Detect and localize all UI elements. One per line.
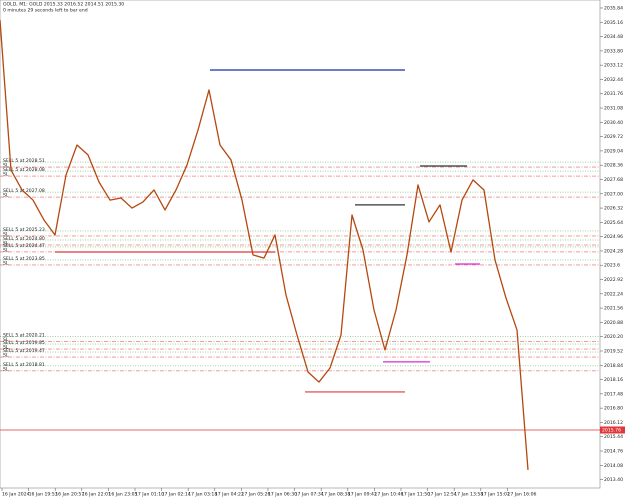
y-tick-label: 2028.36 [604, 163, 623, 169]
x-tick-label: 16 Jan 2024 [2, 492, 30, 498]
y-tick-label: 2019.52 [604, 348, 623, 354]
y-tick-label: 2016.12 [604, 420, 623, 426]
x-tick-label: 16 Jan 19:53 [29, 492, 58, 498]
x-tick-label: 17 Jan 11:50 [401, 492, 430, 498]
y-tick-label: 2024.28 [604, 248, 623, 254]
sl-label: SL [3, 353, 9, 359]
x-tick-label: 17 Jan 13:58 [454, 492, 483, 498]
order-label: SELL 5 at 2019.47 [3, 348, 45, 354]
order-label: SELL 5 at 2020.21 [3, 332, 45, 338]
y-tick-label: 2027.68 [604, 177, 623, 183]
x-tick-label: 17 Jan 16:06 [507, 492, 536, 498]
sl-label: SL [3, 366, 9, 372]
y-tick-label: 2020.88 [604, 320, 623, 326]
y-tick-label: 2025.64 [604, 220, 623, 226]
bid-label: 2015.76 [602, 427, 621, 433]
y-tick-label: 2027.00 [604, 191, 623, 197]
y-tick-label: 2031.08 [604, 106, 623, 112]
x-tick-label: 17 Jan 05:26 [241, 492, 270, 498]
y-tick-label: 2029.72 [604, 134, 623, 140]
y-tick-label: 2030.40 [604, 120, 623, 126]
x-tick-label: 17 Jan 12:54 [428, 492, 457, 498]
sl-label: SL [3, 260, 9, 266]
y-tick-label: 2024.96 [604, 234, 623, 240]
x-tick-label: 17 Jan 03:18 [188, 492, 217, 498]
chart-header: GOLD, M1: GOLD 2015.33 2016.52 2014.51 2… [3, 2, 124, 8]
plot-frame [0, 0, 601, 489]
x-tick-label: 17 Jan 09:42 [348, 492, 377, 498]
sl-label: SL [3, 241, 9, 247]
price-line [0, 19, 529, 470]
y-tick-label: 2033.12 [604, 63, 623, 69]
order-label: SELL 5 at 2024.47 [3, 243, 45, 249]
y-tick-label: 2014.76 [604, 449, 623, 455]
sl-label: SL [3, 345, 9, 351]
y-tick-label: 2035.16 [604, 20, 623, 26]
y-tick-label: 2020.20 [604, 334, 623, 340]
sl-label: SL [3, 193, 9, 199]
y-tick-label: 2018.84 [604, 363, 623, 369]
order-label: SELL 5 at 2023.85 [3, 256, 45, 262]
y-tick-label: 2023.6 [604, 263, 620, 269]
y-tick-label: 2031.76 [604, 91, 623, 97]
y-tick-label: 2029.04 [604, 148, 623, 154]
y-tick-label: 2022.24 [604, 291, 623, 297]
x-tick-label: 17 Jan 02:14 [162, 492, 191, 498]
order-label: SELL 5 at 2028.51 [3, 158, 45, 164]
y-tick-label: 2034.48 [604, 34, 623, 40]
sl-label: SL [3, 172, 9, 178]
y-tick-label: 2014.08 [604, 463, 623, 469]
x-tick-label: 17 Jan 01:10 [135, 492, 164, 498]
x-tick-label: 17 Jan 08:38 [321, 492, 350, 498]
y-tick-label: 2035.84 [604, 5, 623, 11]
x-tick-label: 16 Jan 23:05 [108, 492, 137, 498]
order-label: SELL 5 at 2024.80 [3, 236, 45, 242]
y-tick-label: 2016.80 [604, 406, 623, 412]
y-tick-label: 2032.44 [604, 77, 623, 83]
order-label: SELL 5 at 2019.85 [3, 340, 45, 346]
order-label: SELL 5 at 2025.23 [3, 227, 45, 233]
y-tick-label: 2017.48 [604, 391, 623, 397]
y-tick-label: 2015.44 [604, 434, 623, 440]
x-tick-label: 17 Jan 10:46 [374, 492, 403, 498]
order-label: SELL 5 at 2018.81 [3, 362, 45, 368]
sl-label: SL [3, 163, 9, 169]
order-label: SELL 5 at 2028.08 [3, 167, 45, 173]
y-tick-label: 2021.56 [604, 306, 623, 312]
y-tick-label: 2022.92 [604, 277, 623, 283]
x-tick-label: 16 Jan 22:01 [82, 492, 111, 498]
sl-label: SL [3, 337, 9, 343]
y-tick-label: 2026.32 [604, 206, 623, 212]
sl-label: SL [3, 231, 9, 237]
y-tick-label: 2013.40 [604, 477, 623, 483]
bid-box [600, 426, 625, 434]
chart-subheader: 0 minutes 29 seconds left to bar end [3, 8, 88, 14]
x-tick-label: 16 Jan 20:57 [55, 492, 84, 498]
sl-label: SL [3, 247, 9, 253]
y-tick-label: 2033.80 [604, 48, 623, 54]
x-tick-label: 17 Jan 15:02 [481, 492, 510, 498]
x-tick-label: 17 Jan 07:34 [295, 492, 324, 498]
x-tick-label: 17 Jan 06:30 [268, 492, 297, 498]
y-tick-label: 2018.16 [604, 377, 623, 383]
x-tick-label: 17 Jan 04:22 [215, 492, 244, 498]
